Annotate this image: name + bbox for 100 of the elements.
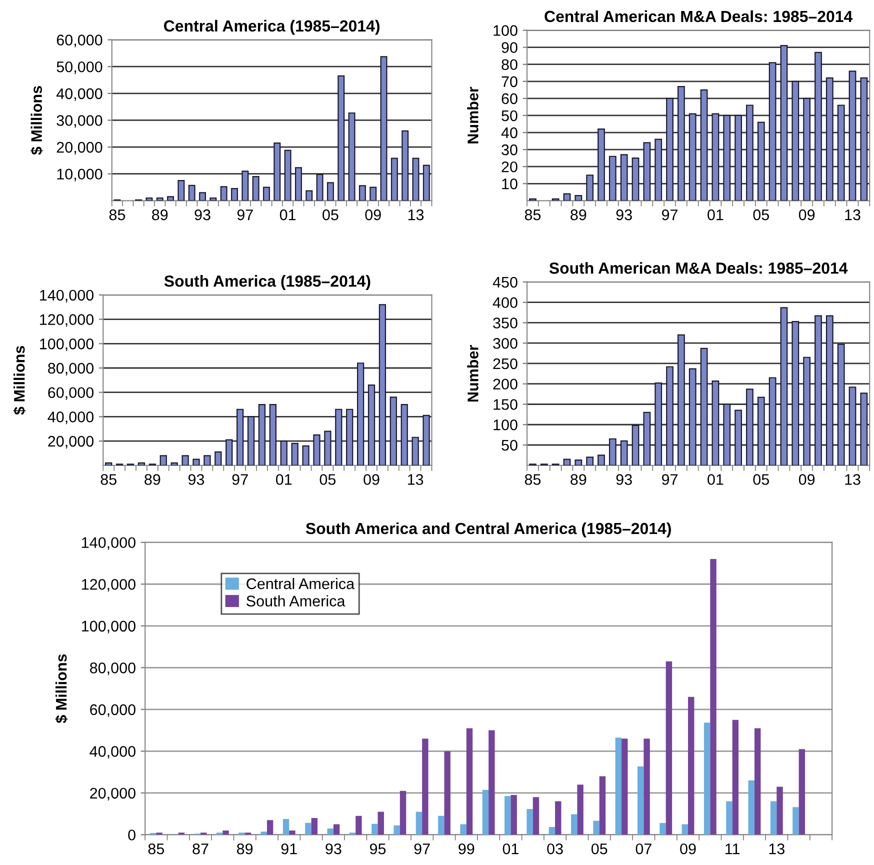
bar	[400, 404, 408, 466]
y-tick-label: 30	[502, 144, 518, 156]
y-axis-title: Number	[467, 345, 478, 402]
bar	[803, 98, 811, 201]
bar	[757, 122, 765, 201]
x-tick-label: 93	[616, 209, 632, 220]
x-tick-label: 89	[152, 209, 168, 220]
bar	[504, 796, 511, 835]
bar	[666, 661, 672, 835]
bar	[599, 776, 606, 835]
bar	[768, 62, 776, 201]
bar	[274, 142, 281, 201]
y-axis-title: $ Millions	[30, 86, 43, 155]
bar	[510, 795, 517, 835]
bar	[214, 451, 222, 466]
bar	[776, 786, 783, 835]
bar	[723, 404, 731, 466]
x-tick-label: 11	[726, 844, 740, 854]
bar	[563, 193, 571, 201]
y-tick-label: 40,000	[90, 746, 136, 759]
bar	[422, 738, 428, 835]
bar	[688, 368, 696, 466]
bar	[305, 822, 312, 835]
y-tick-label: 20	[502, 161, 518, 172]
bar	[460, 824, 466, 835]
bar	[289, 830, 296, 835]
bar	[700, 89, 708, 201]
bar	[178, 180, 185, 201]
bar	[622, 738, 628, 835]
y-tick-label: 40,000	[56, 88, 102, 101]
bar	[700, 348, 708, 466]
x-tick-label: 09	[798, 474, 815, 485]
bar	[370, 186, 377, 201]
bar	[704, 722, 710, 835]
y-tick-label: 450	[492, 276, 518, 288]
bar	[734, 114, 742, 201]
y-axis-title: $ Millions	[13, 346, 26, 415]
y-tick-label: 60,000	[56, 34, 102, 48]
bar	[416, 812, 422, 835]
bar	[311, 818, 318, 835]
bar	[466, 728, 473, 835]
bar	[156, 197, 164, 201]
y-tick-label: 140,000	[82, 537, 136, 550]
bar	[412, 158, 420, 201]
bar	[390, 396, 397, 466]
bar	[412, 436, 419, 466]
bar	[402, 130, 409, 201]
bar	[826, 77, 834, 201]
bar	[444, 751, 450, 835]
bar	[712, 113, 720, 201]
bar	[637, 766, 644, 835]
bar	[654, 382, 662, 466]
bar	[666, 98, 674, 201]
y-tick-label: 10,000	[57, 168, 102, 182]
bar	[346, 408, 354, 466]
bar	[798, 749, 806, 835]
bar	[577, 784, 584, 835]
bar	[390, 158, 398, 201]
x-tick-label: 93	[194, 209, 210, 220]
x-tick-label: 87	[192, 843, 208, 854]
bar	[837, 104, 845, 201]
x-tick-label: 13	[408, 209, 424, 220]
bar	[358, 185, 366, 201]
bar	[860, 77, 868, 201]
y-tick-label: 150	[494, 399, 518, 410]
bar	[182, 455, 189, 466]
bar	[236, 408, 244, 466]
x-tick-label: 95	[370, 843, 386, 854]
bar	[348, 112, 356, 201]
x-tick-label: 05	[753, 209, 769, 220]
bar	[280, 440, 288, 466]
x-tick-label: 09	[798, 209, 815, 220]
bar	[598, 454, 605, 466]
x-tick-label: 03	[547, 843, 563, 854]
y-tick-label: 60	[502, 93, 518, 104]
bar	[574, 460, 582, 466]
bar	[326, 182, 334, 201]
bar	[593, 820, 600, 835]
y-tick-label: 100,000	[82, 620, 136, 634]
y-tick-label: 80,000	[90, 662, 136, 676]
bar	[327, 828, 334, 835]
x-tick-label: 89	[236, 843, 253, 854]
y-tick-label: 40	[501, 127, 518, 138]
x-tick-label: 07	[636, 843, 652, 854]
chart-title: South America and Central America (1985–2014)	[306, 522, 671, 538]
x-tick-label: 97	[662, 209, 678, 220]
x-tick-label: 09	[365, 209, 381, 220]
y-tick-label: 70	[502, 76, 518, 88]
bar	[644, 738, 650, 835]
y-tick-label: 80	[502, 59, 518, 70]
x-tick-label: 05	[753, 474, 769, 485]
y-tick-label: 50	[502, 110, 518, 122]
bar	[313, 434, 320, 466]
bar	[422, 164, 430, 201]
bar	[734, 410, 742, 466]
x-tick-label: 01	[708, 209, 724, 220]
bar	[282, 819, 290, 835]
bar	[848, 386, 856, 466]
bar	[732, 720, 739, 835]
bar	[269, 404, 276, 466]
